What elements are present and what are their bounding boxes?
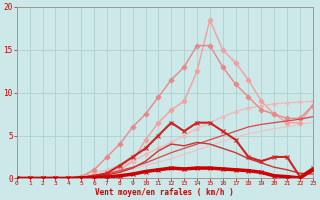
X-axis label: Vent moyen/en rafales ( km/h ): Vent moyen/en rafales ( km/h ) [95, 188, 234, 197]
